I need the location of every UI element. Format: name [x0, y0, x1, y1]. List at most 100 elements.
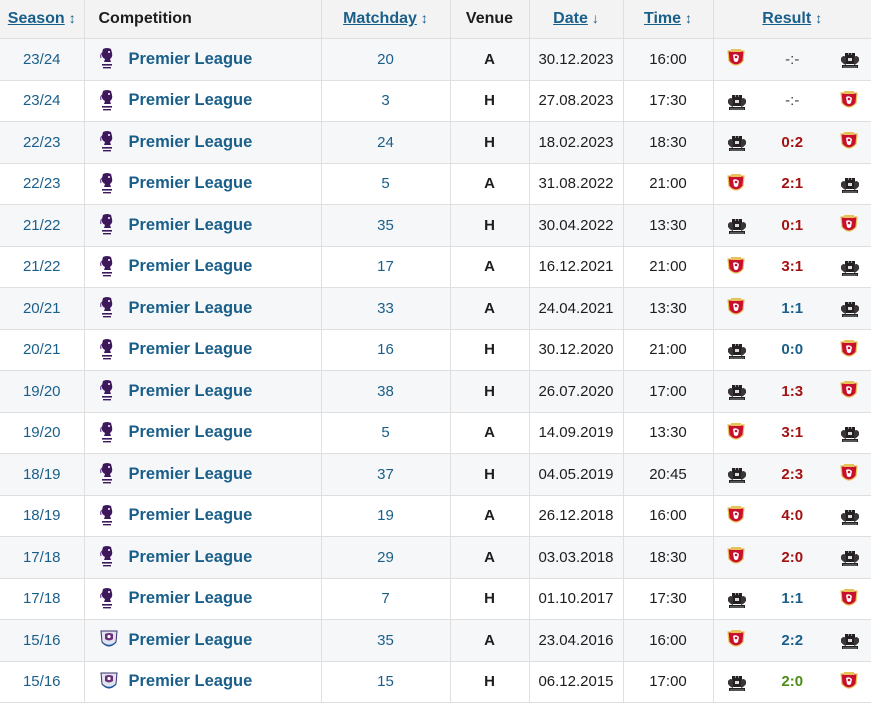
- newcastle-crest-icon[interactable]: [726, 214, 746, 236]
- competition-link[interactable]: Premier League: [128, 506, 253, 525]
- newcastle-crest-icon[interactable]: [726, 671, 746, 693]
- newcastle-crest-icon[interactable]: [839, 48, 859, 70]
- newcastle-crest-icon[interactable]: [726, 90, 746, 112]
- season-cell[interactable]: 23/24: [0, 80, 85, 122]
- season-cell[interactable]: 15/16: [0, 619, 85, 662]
- liverpool-crest-icon[interactable]: [726, 48, 746, 70]
- liverpool-crest-icon[interactable]: [726, 546, 746, 568]
- matchday-cell[interactable]: 19: [321, 495, 451, 537]
- season-cell[interactable]: 17/18: [0, 536, 85, 579]
- competition-link[interactable]: Premier League: [128, 49, 253, 68]
- result-header[interactable]: Result ↕: [713, 0, 871, 39]
- match-score-link[interactable]: 1:1: [781, 590, 804, 608]
- time-sort-link[interactable]: Time: [643, 10, 682, 27]
- match-score-link[interactable]: -:-: [785, 50, 800, 68]
- liverpool-crest-icon[interactable]: [839, 671, 859, 693]
- match-score-link[interactable]: 0:1: [781, 216, 804, 234]
- liverpool-crest-icon[interactable]: [726, 173, 746, 195]
- season-cell[interactable]: 15/16: [0, 661, 85, 703]
- matchday-cell[interactable]: 17: [321, 246, 451, 288]
- competition-link[interactable]: Premier League: [128, 589, 253, 608]
- match-score-link[interactable]: 0:2: [781, 133, 804, 151]
- newcastle-crest-icon[interactable]: [839, 256, 859, 278]
- competition-link[interactable]: Premier League: [128, 298, 253, 317]
- competition-link[interactable]: Premier League: [128, 340, 253, 359]
- newcastle-crest-icon[interactable]: [839, 546, 859, 568]
- match-score-link[interactable]: 2:3: [781, 465, 804, 483]
- date-header[interactable]: Date ↓: [529, 0, 624, 39]
- season-cell[interactable]: 23/24: [0, 38, 85, 81]
- competition-link[interactable]: Premier League: [128, 423, 253, 442]
- liverpool-crest-icon[interactable]: [726, 422, 746, 444]
- match-score-link[interactable]: 3:1: [781, 258, 804, 276]
- newcastle-crest-icon[interactable]: [726, 588, 746, 610]
- liverpool-crest-icon[interactable]: [839, 90, 859, 112]
- liverpool-crest-icon[interactable]: [839, 131, 859, 153]
- matchday-cell[interactable]: 20: [321, 38, 451, 81]
- season-header[interactable]: Season ↕: [0, 0, 85, 39]
- newcastle-crest-icon[interactable]: [839, 505, 859, 527]
- season-cell[interactable]: 20/21: [0, 287, 85, 330]
- newcastle-crest-icon[interactable]: [839, 629, 859, 651]
- matchday-cell[interactable]: 16: [321, 329, 451, 371]
- newcastle-crest-icon[interactable]: [839, 422, 859, 444]
- liverpool-crest-icon[interactable]: [726, 505, 746, 527]
- liverpool-crest-icon[interactable]: [839, 214, 859, 236]
- sort-both-icon[interactable]: ↕: [815, 10, 823, 26]
- competition-link[interactable]: Premier League: [128, 215, 253, 234]
- season-cell[interactable]: 20/21: [0, 329, 85, 371]
- matchday-cell[interactable]: 33: [321, 287, 451, 330]
- newcastle-crest-icon[interactable]: [726, 131, 746, 153]
- sort-both-icon[interactable]: ↕: [685, 10, 693, 26]
- match-score-link[interactable]: -:-: [785, 92, 800, 110]
- newcastle-crest-icon[interactable]: [726, 380, 746, 402]
- season-cell[interactable]: 21/22: [0, 246, 85, 288]
- matchday-cell[interactable]: 29: [321, 536, 451, 579]
- liverpool-crest-icon[interactable]: [726, 256, 746, 278]
- matchday-cell[interactable]: 3: [321, 80, 451, 122]
- newcastle-crest-icon[interactable]: [726, 463, 746, 485]
- liverpool-crest-icon[interactable]: [839, 463, 859, 485]
- liverpool-crest-icon[interactable]: [726, 629, 746, 651]
- competition-link[interactable]: Premier League: [128, 464, 253, 483]
- liverpool-crest-icon[interactable]: [839, 380, 859, 402]
- season-cell[interactable]: 19/20: [0, 370, 85, 413]
- competition-link[interactable]: Premier League: [128, 672, 253, 691]
- season-cell[interactable]: 21/22: [0, 204, 85, 247]
- season-cell[interactable]: 22/23: [0, 163, 85, 205]
- competition-link[interactable]: Premier League: [128, 630, 253, 649]
- liverpool-crest-icon[interactable]: [726, 297, 746, 319]
- matchday-cell[interactable]: 15: [321, 661, 451, 703]
- match-score-link[interactable]: 2:2: [781, 631, 804, 649]
- match-score-link[interactable]: 1:1: [781, 299, 804, 317]
- matchday-cell[interactable]: 37: [321, 453, 451, 496]
- matchday-cell[interactable]: 38: [321, 370, 451, 413]
- match-score-link[interactable]: 2:1: [781, 175, 804, 193]
- matchday-cell[interactable]: 35: [321, 204, 451, 247]
- time-header[interactable]: Time ↕: [623, 0, 714, 39]
- season-cell[interactable]: 18/19: [0, 495, 85, 537]
- liverpool-crest-icon[interactable]: [839, 588, 859, 610]
- newcastle-crest-icon[interactable]: [726, 339, 746, 361]
- liverpool-crest-icon[interactable]: [839, 339, 859, 361]
- competition-link[interactable]: Premier League: [128, 91, 253, 110]
- matchday-header[interactable]: Matchday ↕: [321, 0, 451, 39]
- competition-link[interactable]: Premier League: [128, 257, 253, 276]
- date-sort-link[interactable]: Date: [553, 10, 588, 27]
- matchday-cell[interactable]: 5: [321, 163, 451, 205]
- sort-both-icon[interactable]: ↕: [420, 10, 428, 26]
- match-score-link[interactable]: 1:3: [781, 382, 804, 400]
- season-cell[interactable]: 17/18: [0, 578, 85, 620]
- matchday-cell[interactable]: 35: [321, 619, 451, 662]
- match-score-link[interactable]: 2:0: [781, 548, 804, 566]
- newcastle-crest-icon[interactable]: [839, 173, 859, 195]
- season-cell[interactable]: 19/20: [0, 412, 85, 454]
- match-score-link[interactable]: 0:0: [781, 341, 804, 359]
- match-score-link[interactable]: 2:0: [781, 673, 804, 691]
- sort-both-icon[interactable]: ↕: [68, 10, 76, 26]
- matchday-sort-link[interactable]: Matchday: [343, 10, 417, 27]
- competition-link[interactable]: Premier League: [128, 381, 253, 400]
- match-score-link[interactable]: 4:0: [781, 507, 804, 525]
- competition-link[interactable]: Premier League: [128, 174, 253, 193]
- matchday-cell[interactable]: 24: [321, 121, 451, 164]
